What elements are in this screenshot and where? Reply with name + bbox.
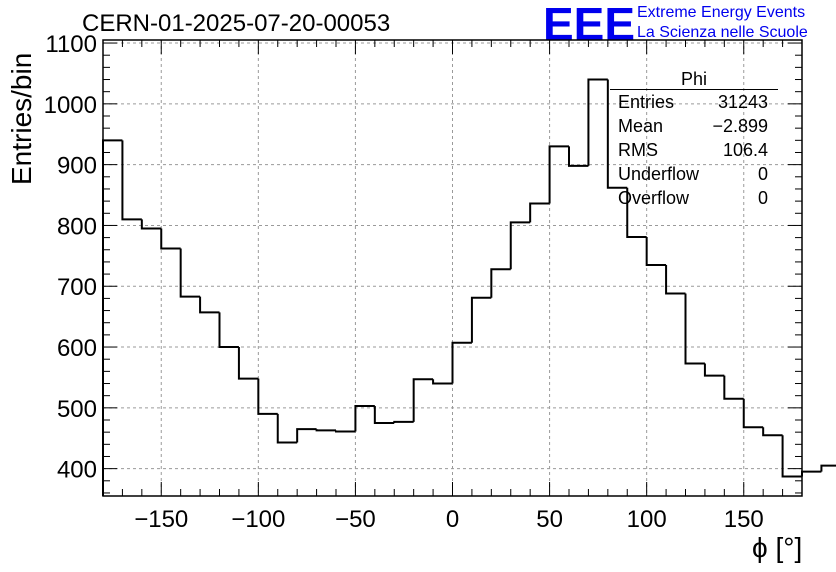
eee-logo-mark: EEE [543, 0, 635, 46]
histogram-bin [665, 264, 686, 295]
stats-value: 0 [757, 164, 768, 184]
histogram-bin [257, 378, 278, 415]
histogram-bin [626, 187, 647, 238]
histogram-bin [354, 405, 375, 432]
stats-value: −2.899 [712, 116, 768, 136]
y-tick-label: 1000 [44, 92, 97, 119]
histogram-bin [121, 140, 142, 221]
histogram-bin [529, 202, 550, 223]
x-tick-label: 50 [536, 506, 563, 533]
histogram-bin [568, 146, 589, 167]
histogram-bin [801, 470, 822, 477]
histogram-bin [218, 312, 239, 349]
x-axis-label: ϕ [°] [752, 532, 803, 563]
y-tick-label: 600 [57, 335, 97, 362]
stats-rows: Entries 31243 Mean −2.899 RMS 106.4 Underflow 0… [610, 90, 778, 210]
histogram-bin [140, 219, 162, 230]
stats-value: 31243 [717, 92, 768, 112]
logo-line-1: Extreme Energy Events [637, 4, 806, 21]
histogram-bin [237, 347, 259, 380]
histogram-bin [393, 420, 414, 424]
x-tick-label: −100 [231, 506, 285, 533]
y-tick-label: 900 [57, 153, 97, 180]
histogram-bin [432, 379, 453, 385]
stats-label: Entries [618, 92, 675, 112]
histogram-bin [373, 406, 395, 425]
stats-row: Underflow 0 [610, 162, 778, 186]
y-tick-label: 1100 [45, 31, 97, 58]
stats-row: Overflow 0 [610, 186, 778, 210]
histogram-bin [762, 427, 783, 437]
histogram-bin [723, 375, 744, 400]
stats-label: RMS [618, 140, 658, 160]
histogram-bin [490, 268, 511, 298]
histogram-bin [548, 145, 569, 204]
eee-logo: EEE [543, 0, 635, 46]
x-tick-label: −150 [134, 506, 188, 533]
histogram-bin [781, 435, 802, 478]
y-tick-label: 400 [57, 457, 97, 484]
eee-logo-text: Extreme Energy Events La Scienza nelle S… [637, 3, 808, 43]
histogram-bin [509, 221, 531, 270]
stats-name: Phi [610, 69, 778, 90]
y-tick-label: 500 [57, 396, 97, 423]
histogram-bin [276, 413, 298, 444]
stats-row: Mean −2.899 [610, 114, 778, 138]
x-tick-label: −50 [335, 506, 376, 533]
histogram-bin [820, 464, 836, 472]
x-tick-label: 100 [627, 506, 667, 533]
x-tick-label: 0 [446, 506, 459, 533]
stats-row: Entries 31243 [610, 90, 778, 114]
histogram-bin [102, 139, 123, 496]
histogram-bin [606, 79, 628, 189]
histogram-bin [470, 296, 492, 343]
histogram-bin [703, 363, 725, 377]
histogram-bin [335, 430, 356, 433]
stats-box: Phi Entries 31243 Mean −2.899 RMS 106.4 Underf… [610, 69, 778, 210]
histogram-bin [412, 378, 434, 422]
histogram-bin [199, 296, 220, 314]
histogram-bin [684, 293, 705, 365]
histogram-bin [160, 228, 181, 250]
histogram-bin [315, 429, 336, 432]
histogram-bin [179, 248, 201, 298]
stats-label: Overflow [618, 188, 690, 208]
histogram-bin [451, 341, 472, 384]
histogram-bin [296, 428, 317, 443]
y-tick-label: 700 [57, 274, 97, 301]
stats-value: 0 [757, 188, 768, 208]
histogram-bin [645, 236, 667, 266]
y-tick-label: 800 [57, 213, 97, 240]
histogram-bin [742, 398, 764, 429]
logo-line-2: La Scienza nelle Scuole [637, 24, 808, 41]
chart-title: CERN-01-2025-07-20-00053 [82, 10, 391, 37]
stats-label: Underflow [618, 164, 700, 184]
histogram-bin [587, 78, 608, 166]
x-tick-label: 150 [724, 506, 764, 533]
stats-value: 106.4 [722, 140, 768, 160]
stats-row: RMS 106.4 [610, 138, 778, 162]
stats-label: Mean [618, 116, 664, 136]
